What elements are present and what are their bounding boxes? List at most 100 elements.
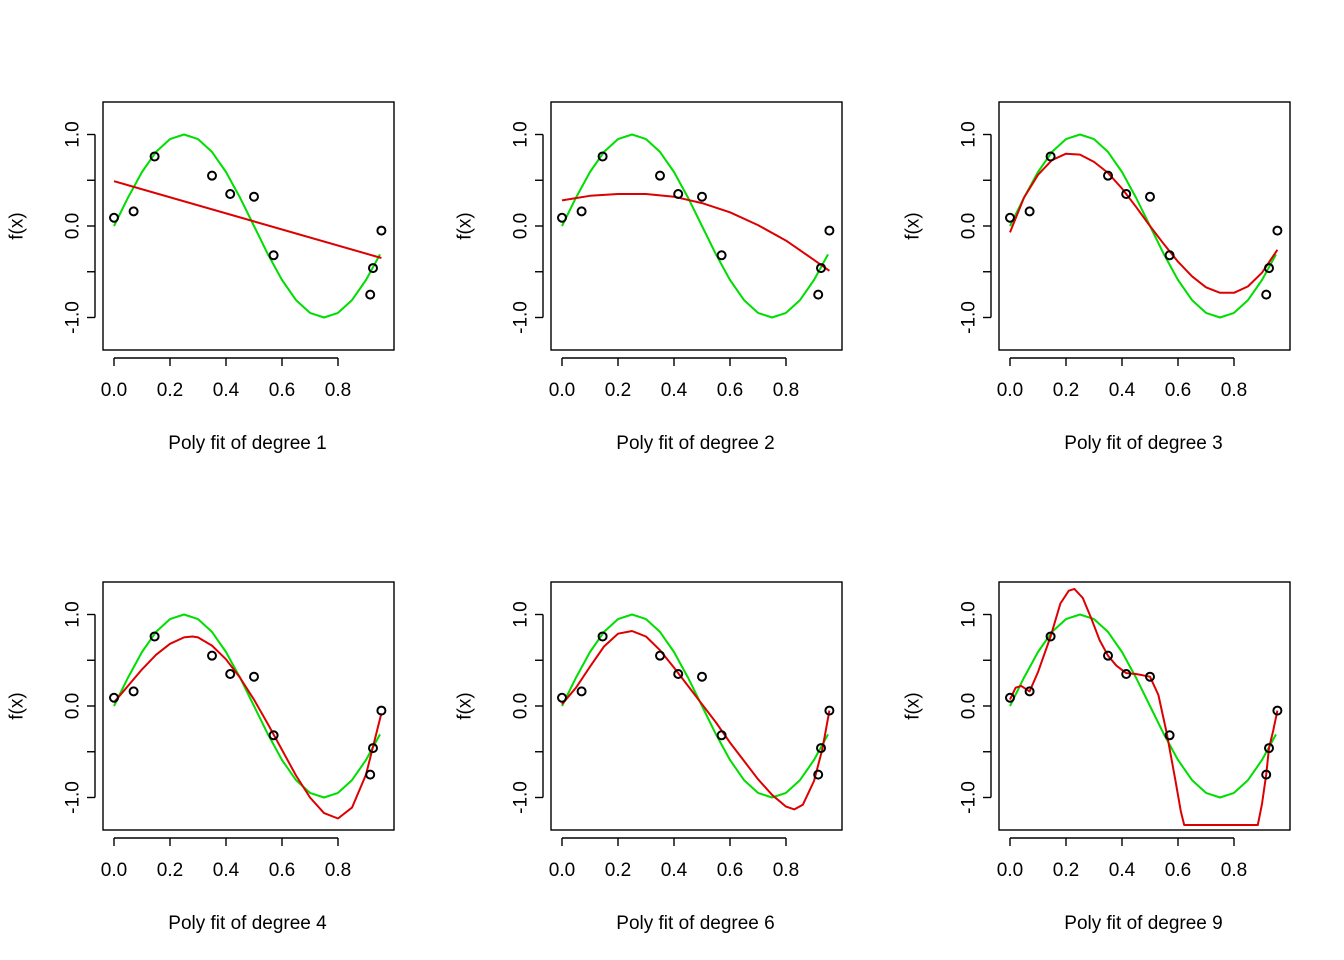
- y-tick-label: 1.0: [511, 601, 532, 627]
- data-point: [1261, 769, 1272, 780]
- plot-frame: [102, 101, 395, 351]
- data-point: [1045, 631, 1056, 642]
- plot-frame: [998, 581, 1291, 831]
- y-axis-title: f(x): [903, 692, 924, 719]
- fit-line: [113, 635, 383, 820]
- fit-line: [1009, 587, 1279, 826]
- y-tick-label: -1.0: [63, 301, 84, 334]
- y-tick-label: 1.0: [63, 121, 84, 147]
- y-tick-label: 0.0: [959, 213, 980, 239]
- panel-5: 0.0 0.2 0.4 0.6 0.8 -1.0 0.0 1.0 Poly fit of deg…: [455, 581, 843, 934]
- data-point: [128, 686, 139, 697]
- y-tick-label: -1.0: [959, 781, 980, 814]
- x-tick-label: 0.0: [101, 860, 127, 881]
- data-point: [716, 730, 727, 741]
- data-point: [1261, 289, 1272, 300]
- x-tick-label: 0.2: [157, 860, 183, 881]
- data-point: [1145, 191, 1155, 202]
- y-axis-title: f(x): [7, 212, 28, 239]
- x-tick-label: 0.4: [213, 860, 240, 881]
- x-tick-label: 0.4: [661, 860, 688, 881]
- fit-line: [1009, 152, 1279, 294]
- data-point: [1272, 705, 1283, 716]
- panel-1: 0.0 0.2 0.4 0.6 0.8 -1.0 0.0 1.0 Poly fit of deg…: [7, 101, 395, 454]
- data-point: [1164, 730, 1175, 741]
- y-axis-title: f(x): [455, 212, 476, 239]
- data-point: [1103, 170, 1113, 181]
- data-point: [128, 206, 139, 217]
- true-function-line: [1009, 133, 1277, 319]
- data-point: [109, 212, 119, 223]
- x-tick-label: 0.8: [325, 380, 351, 401]
- x-tick-label: 0.2: [605, 380, 631, 401]
- data-point: [268, 730, 279, 741]
- panel-2: 0.0 0.2 0.4 0.6 0.8 -1.0 0.0 1.0 Poly fit of deg…: [455, 101, 843, 454]
- data-point: [716, 250, 727, 261]
- data-point: [813, 289, 824, 300]
- x-tick-label: 0.0: [101, 380, 127, 401]
- data-point: [1272, 225, 1283, 236]
- data-point: [813, 769, 824, 780]
- x-tick-label: 0.6: [269, 380, 295, 401]
- y-axis-title: f(x): [455, 692, 476, 719]
- x-tick-label: 0.0: [997, 860, 1023, 881]
- data-point: [576, 206, 587, 217]
- data-point: [1264, 263, 1274, 274]
- data-point: [249, 671, 259, 682]
- plot-frame: [102, 581, 395, 831]
- y-tick-label: 0.0: [63, 693, 84, 719]
- x-tick-label: 0.2: [157, 380, 183, 401]
- data-point: [149, 631, 160, 642]
- data-point: [576, 686, 587, 697]
- fit-line: [113, 180, 382, 259]
- data-point: [597, 631, 608, 642]
- x-tick-label: 0.2: [1053, 860, 1079, 881]
- data-point: [207, 650, 217, 661]
- data-point: [207, 170, 217, 181]
- data-point: [816, 743, 826, 754]
- data-point: [1005, 692, 1015, 703]
- data-point: [816, 263, 826, 274]
- data-point: [1024, 686, 1035, 697]
- y-tick-label: 0.0: [511, 213, 532, 239]
- data-point: [368, 743, 378, 754]
- y-tick-label: -1.0: [63, 781, 84, 814]
- x-tick-label: 0.4: [1109, 380, 1136, 401]
- data-point: [824, 225, 835, 236]
- x-tick-label: 0.0: [549, 380, 575, 401]
- x-tick-label: 0.8: [773, 380, 799, 401]
- data-point: [697, 671, 707, 682]
- data-point: [655, 650, 665, 661]
- x-tick-label: 0.6: [717, 380, 743, 401]
- y-tick-label: 0.0: [63, 213, 84, 239]
- true-function-line: [561, 133, 829, 319]
- x-axis-title: Poly fit of degree 1: [168, 433, 326, 454]
- data-point: [1121, 668, 1132, 679]
- y-tick-label: 0.0: [511, 693, 532, 719]
- x-axis-title: Poly fit of degree 9: [1064, 913, 1222, 934]
- x-axis-title: Poly fit of degree 4: [168, 913, 327, 934]
- y-tick-label: -1.0: [511, 781, 532, 814]
- plot-frame: [998, 101, 1291, 351]
- data-point: [557, 212, 567, 223]
- x-tick-label: 0.4: [213, 380, 240, 401]
- x-axis-title: Poly fit of degree 3: [1064, 433, 1222, 454]
- data-point: [376, 705, 387, 716]
- x-tick-label: 0.8: [1221, 860, 1247, 881]
- x-tick-label: 0.4: [1109, 860, 1136, 881]
- data-point: [1045, 151, 1056, 162]
- x-tick-label: 0.6: [717, 860, 743, 881]
- data-point: [225, 668, 236, 679]
- data-point: [1121, 188, 1132, 199]
- panel-3: 0.0 0.2 0.4 0.6 0.8 -1.0 0.0 1.0 Poly fit of deg…: [903, 101, 1291, 454]
- y-tick-label: -1.0: [959, 301, 980, 334]
- x-tick-label: 0.8: [773, 860, 799, 881]
- x-tick-label: 0.2: [605, 860, 631, 881]
- fit-line: [561, 630, 831, 811]
- x-tick-label: 0.6: [1165, 380, 1191, 401]
- x-axis-title: Poly fit of degree 2: [616, 433, 774, 454]
- data-point: [1164, 250, 1175, 261]
- data-point: [1103, 650, 1113, 661]
- data-point: [1264, 743, 1274, 754]
